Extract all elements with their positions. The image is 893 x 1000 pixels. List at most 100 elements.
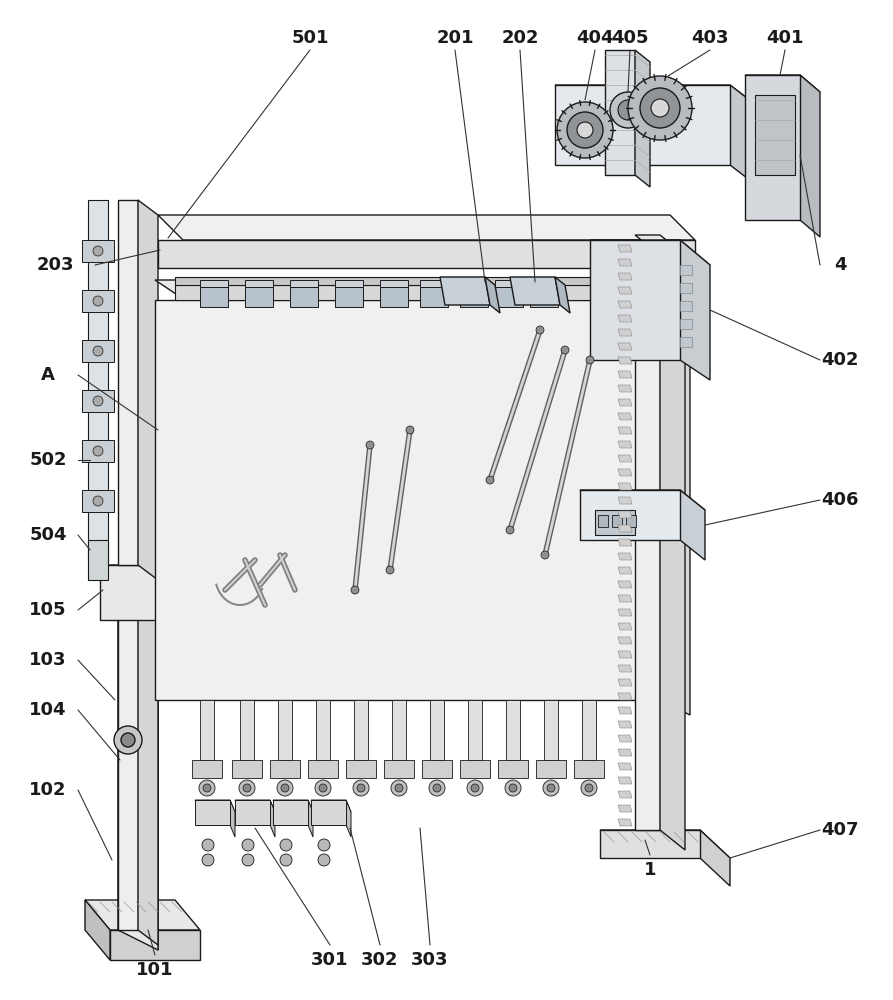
Text: 4: 4 (834, 256, 847, 274)
Polygon shape (392, 700, 406, 760)
Polygon shape (618, 259, 632, 266)
Polygon shape (155, 300, 660, 700)
Text: A: A (41, 366, 55, 384)
Text: 405: 405 (611, 29, 648, 47)
Polygon shape (618, 399, 632, 406)
Polygon shape (118, 200, 138, 565)
Polygon shape (335, 280, 363, 287)
Polygon shape (273, 800, 308, 825)
Text: 203: 203 (37, 256, 74, 274)
Text: 101: 101 (137, 961, 174, 979)
Text: 104: 104 (29, 701, 67, 719)
Polygon shape (88, 200, 108, 560)
Polygon shape (618, 777, 632, 784)
Polygon shape (510, 277, 560, 305)
Circle shape (509, 784, 517, 792)
Text: 406: 406 (822, 491, 859, 509)
Polygon shape (755, 95, 795, 175)
Polygon shape (544, 700, 558, 760)
Polygon shape (635, 235, 685, 255)
Text: 404: 404 (576, 29, 613, 47)
Polygon shape (270, 760, 300, 778)
Polygon shape (168, 565, 188, 635)
Circle shape (93, 396, 103, 406)
Polygon shape (460, 760, 490, 778)
Bar (612, 515, 622, 527)
Text: 502: 502 (29, 451, 67, 469)
Polygon shape (730, 85, 760, 188)
Circle shape (547, 784, 555, 792)
Circle shape (567, 112, 603, 148)
Bar (680, 337, 692, 347)
Polygon shape (175, 285, 650, 300)
Circle shape (471, 784, 479, 792)
Polygon shape (82, 290, 114, 312)
Polygon shape (618, 553, 632, 560)
Polygon shape (618, 581, 632, 588)
Polygon shape (138, 200, 158, 580)
Circle shape (505, 780, 521, 796)
Bar (626, 515, 636, 527)
Circle shape (242, 854, 254, 866)
Polygon shape (420, 280, 448, 287)
Polygon shape (590, 240, 680, 360)
Polygon shape (232, 760, 262, 778)
Polygon shape (384, 760, 414, 778)
Polygon shape (245, 280, 273, 287)
Polygon shape (195, 800, 230, 825)
Circle shape (318, 854, 330, 866)
Polygon shape (582, 700, 596, 760)
Circle shape (366, 441, 374, 449)
Circle shape (618, 100, 638, 120)
Circle shape (486, 476, 494, 484)
Circle shape (536, 326, 544, 334)
Polygon shape (574, 760, 604, 778)
Polygon shape (308, 760, 338, 778)
Polygon shape (618, 483, 632, 490)
Polygon shape (468, 700, 482, 760)
Polygon shape (555, 85, 730, 165)
Polygon shape (485, 277, 500, 313)
Polygon shape (85, 900, 200, 930)
Circle shape (406, 426, 414, 434)
Polygon shape (555, 85, 760, 108)
Circle shape (318, 839, 330, 851)
Polygon shape (618, 357, 632, 364)
Text: 302: 302 (362, 951, 399, 969)
Polygon shape (530, 287, 558, 307)
Polygon shape (618, 749, 632, 756)
Polygon shape (680, 490, 705, 560)
Circle shape (585, 784, 593, 792)
Circle shape (243, 784, 251, 792)
Polygon shape (595, 510, 635, 535)
Polygon shape (618, 385, 632, 392)
Polygon shape (200, 287, 228, 307)
Circle shape (281, 784, 289, 792)
Polygon shape (618, 805, 632, 812)
Polygon shape (380, 280, 408, 287)
Polygon shape (635, 50, 650, 187)
Polygon shape (88, 540, 108, 580)
Text: 202: 202 (501, 29, 538, 47)
Polygon shape (618, 329, 632, 336)
Polygon shape (430, 700, 444, 760)
Bar (680, 301, 692, 311)
Polygon shape (700, 830, 730, 886)
Circle shape (202, 854, 214, 866)
Circle shape (467, 780, 483, 796)
Circle shape (581, 780, 597, 796)
Polygon shape (200, 280, 228, 287)
Polygon shape (618, 567, 632, 574)
Polygon shape (460, 280, 488, 287)
Circle shape (121, 733, 135, 747)
Polygon shape (495, 280, 523, 287)
Circle shape (93, 296, 103, 306)
Polygon shape (82, 340, 114, 362)
Polygon shape (618, 665, 632, 672)
Circle shape (93, 446, 103, 456)
Text: 407: 407 (822, 821, 859, 839)
Polygon shape (506, 700, 520, 760)
Polygon shape (346, 800, 351, 837)
Polygon shape (618, 763, 632, 770)
Polygon shape (618, 819, 632, 826)
